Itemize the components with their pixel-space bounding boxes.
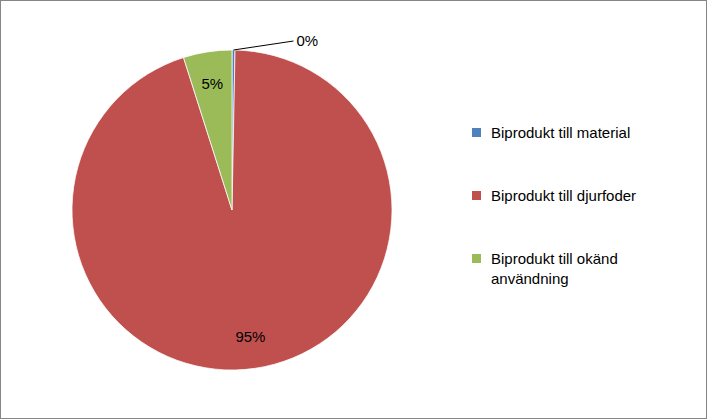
legend-label: Biprodukt till okänd användning <box>491 250 618 287</box>
data-label: 0% <box>297 32 319 49</box>
legend-label: Biprodukt till djurfoder <box>491 187 636 204</box>
legend-swatch <box>472 128 481 137</box>
data-label: 5% <box>202 75 224 92</box>
chart-border <box>1 1 707 419</box>
legend-line: Biprodukt till okänd <box>491 250 618 267</box>
legend-label: Biprodukt till material <box>491 124 630 141</box>
data-label: 95% <box>235 328 265 345</box>
legend-line: Biprodukt till material <box>491 124 630 141</box>
leader-line <box>234 41 294 50</box>
slices <box>72 50 392 370</box>
legend-line: Biprodukt till djurfoder <box>491 187 636 204</box>
legend-line: användning <box>491 270 569 287</box>
data-labels: 0% 95% 5% <box>202 32 319 345</box>
legend-swatch <box>472 254 481 263</box>
legend-swatch <box>472 191 481 200</box>
pie-slice <box>72 50 392 370</box>
chart: 0%95%5%Biprodukt till materialBiprodukt … <box>0 0 707 419</box>
pie-slice <box>184 50 232 210</box>
legend: Biprodukt till material Biprodukt till dj… <box>472 124 636 287</box>
